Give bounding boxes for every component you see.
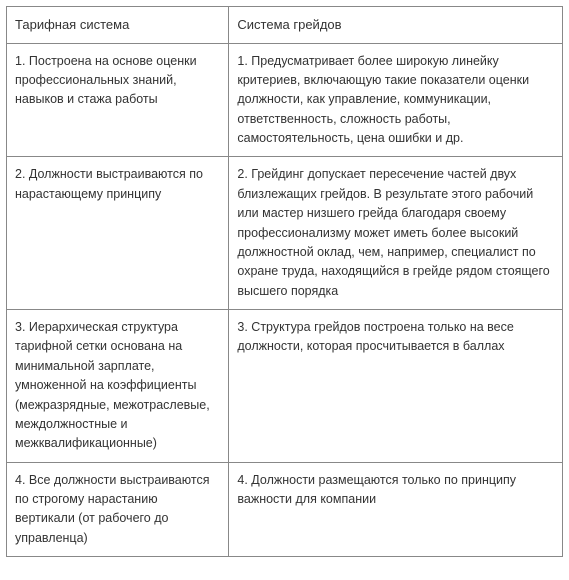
column-header-tariff: Тарифная система: [7, 7, 229, 44]
cell-grades-3: 3. Структура грейдов построена только на…: [229, 310, 563, 463]
column-header-grades: Система грейдов: [229, 7, 563, 44]
table-row: 2. Должности выстраиваются по нарастающе…: [7, 157, 563, 310]
cell-grades-1: 1. Предусматривает более широкую линейку…: [229, 43, 563, 157]
cell-tariff-3: 3. Иерархическая структура тарифной сетк…: [7, 310, 229, 463]
table-header-row: Тарифная система Система грейдов: [7, 7, 563, 44]
cell-grades-2: 2. Грейдинг допускает пересечение частей…: [229, 157, 563, 310]
comparison-table: Тарифная система Система грейдов 1. Пост…: [6, 6, 563, 557]
cell-tariff-4: 4. Все должности выстраиваются по строго…: [7, 462, 229, 557]
table-row: 4. Все должности выстраиваются по строго…: [7, 462, 563, 557]
table-row: 3. Иерархическая структура тарифной сетк…: [7, 310, 563, 463]
cell-tariff-2: 2. Должности выстраиваются по нарастающе…: [7, 157, 229, 310]
table-row: 1. Построена на основе оценки профессион…: [7, 43, 563, 157]
cell-tariff-1: 1. Построена на основе оценки профессион…: [7, 43, 229, 157]
cell-grades-4: 4. Должности размещаются только по принц…: [229, 462, 563, 557]
